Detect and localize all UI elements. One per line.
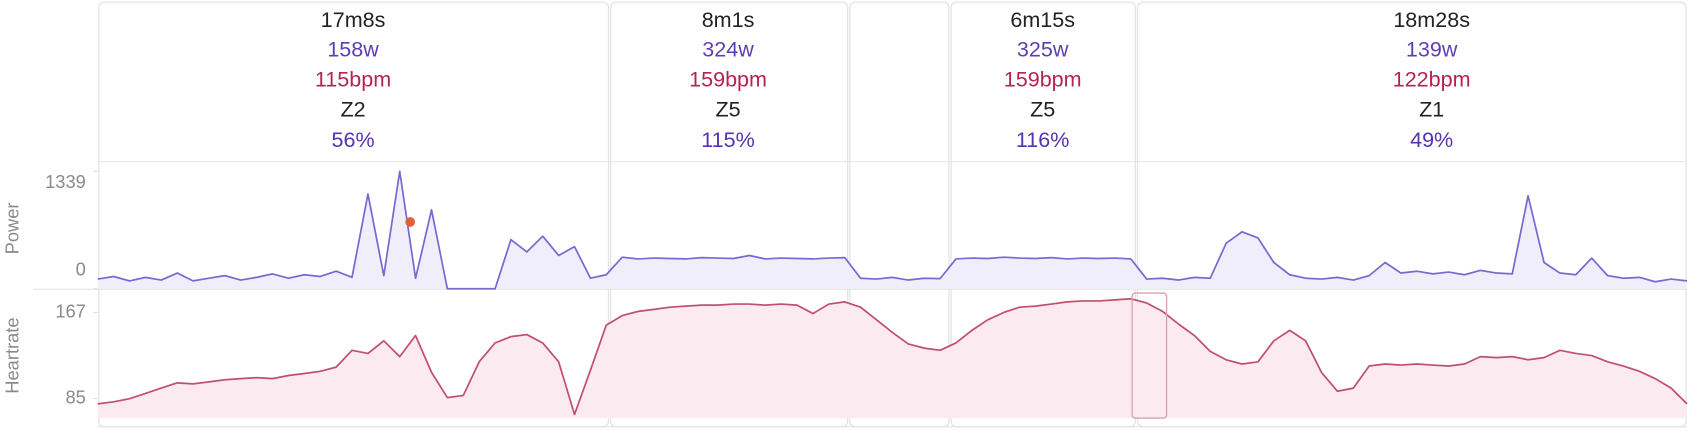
interval-heartrate: 159bpm bbox=[689, 67, 767, 92]
interval-card bbox=[98, 1, 610, 428]
interval-percent: 56% bbox=[332, 127, 375, 152]
interval-percent: 116% bbox=[1016, 127, 1070, 152]
selection-box bbox=[1131, 292, 1168, 419]
interval-card bbox=[950, 1, 1136, 428]
line bbox=[97, 170, 1688, 290]
y-tick-label: 1339 bbox=[45, 171, 86, 192]
hover-marker bbox=[405, 217, 416, 227]
interval-heartrate: 115bpm bbox=[315, 67, 391, 92]
y-tick-label: 167 bbox=[55, 300, 86, 321]
interval-heartrate: 159bpm bbox=[1004, 67, 1082, 92]
interval-zone: Z5 bbox=[1030, 97, 1055, 122]
y-tick-label: 0 bbox=[76, 258, 86, 279]
interval-zone: Z2 bbox=[341, 97, 366, 122]
interval-power: 139w bbox=[1406, 36, 1458, 61]
interval-power: 324w bbox=[702, 36, 754, 61]
y-axis-label: Heartrate bbox=[2, 317, 23, 393]
y-tick-label: 85 bbox=[66, 386, 86, 407]
interval-percent: 115% bbox=[701, 127, 755, 152]
area bbox=[97, 171, 1688, 289]
interval-heartrate: 122bpm bbox=[1393, 67, 1471, 92]
y-axis-label: Power bbox=[2, 202, 23, 254]
interval-duration: 6m15s bbox=[1010, 7, 1075, 32]
interval-zone: Z5 bbox=[715, 97, 740, 122]
interval-duration: 17m8s bbox=[321, 7, 386, 32]
interval-duration: 18m28s bbox=[1393, 7, 1470, 32]
area bbox=[97, 298, 1688, 419]
interval-power: 325w bbox=[1017, 36, 1069, 61]
interval-card bbox=[1136, 1, 1687, 428]
interval-card bbox=[849, 1, 950, 428]
line bbox=[97, 297, 1688, 416]
interval-percent: 49% bbox=[1410, 127, 1453, 152]
interval-zone: Z1 bbox=[1419, 97, 1444, 122]
interval-power: 158w bbox=[327, 36, 379, 61]
interval-duration: 8m1s bbox=[702, 7, 755, 32]
interval-card bbox=[609, 1, 849, 428]
